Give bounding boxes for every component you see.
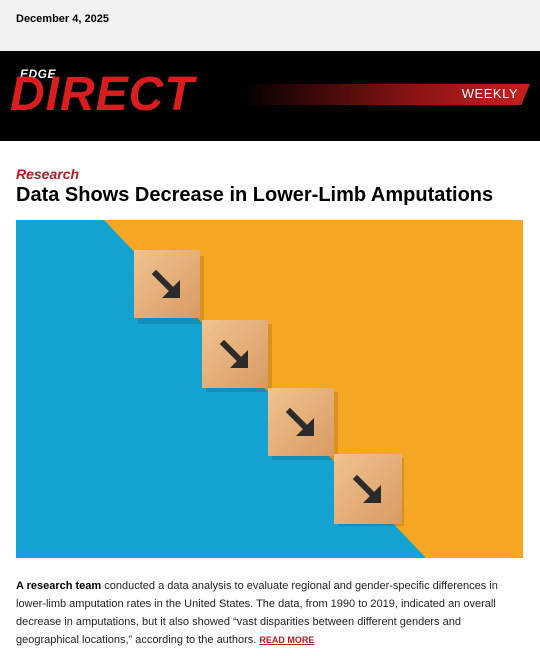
summary-lead: A research team <box>16 580 102 592</box>
edition-label: WEEKLY <box>461 86 518 101</box>
issue-date: December 4, 2025 <box>16 13 109 25</box>
wood-block-4 <box>334 454 402 524</box>
top-bar: December 4, 2025 <box>0 0 540 51</box>
staircase-blocks-illustration <box>16 220 523 558</box>
wood-block-1 <box>134 250 200 318</box>
article-category[interactable]: Research <box>16 166 80 182</box>
logo-direct-text: DIRECT <box>10 68 195 121</box>
logo-edge-text: EDGE <box>20 67 57 81</box>
arrow-down-right-icon <box>151 269 180 298</box>
wood-block-3 <box>268 388 334 456</box>
article-hero-image[interactable] <box>16 220 523 558</box>
arrow-down-right-icon <box>352 474 381 503</box>
article-summary: A research team conducted a data analysi… <box>16 577 524 649</box>
summary-text: conducted a data analysis to evaluate re… <box>16 580 498 646</box>
blue-background <box>16 220 426 558</box>
masthead-banner[interactable]: EDGE DIRECT WEEKLY <box>0 51 540 141</box>
arrow-down-right-icon <box>219 339 248 368</box>
article-header: Research Data Shows Decrease in Lower-Li… <box>16 166 524 207</box>
masthead-stripe <box>240 84 530 105</box>
wood-block-2 <box>202 320 268 388</box>
arrow-down-right-icon <box>285 407 314 436</box>
article-headline[interactable]: Data Shows Decrease in Lower-Limb Amputa… <box>16 184 494 206</box>
read-more-link[interactable]: READ MORE <box>259 635 315 645</box>
